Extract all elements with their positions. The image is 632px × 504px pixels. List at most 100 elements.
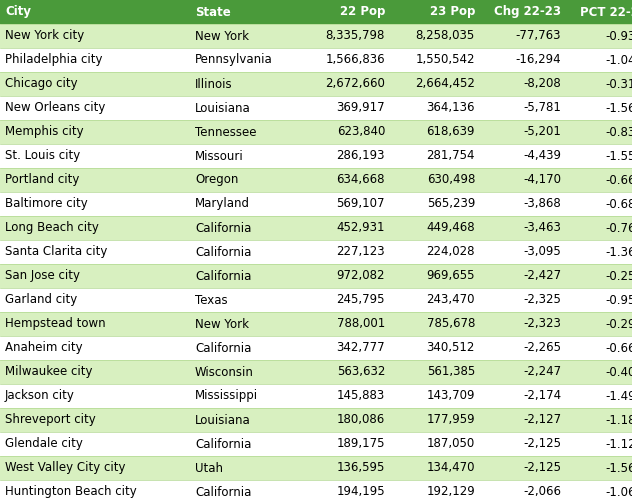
Text: Pennsylvania: Pennsylvania <box>195 53 273 67</box>
Text: -2,325: -2,325 <box>523 293 561 306</box>
Text: New York city: New York city <box>5 30 84 42</box>
Text: 565,239: 565,239 <box>427 198 475 211</box>
Text: 8,258,035: 8,258,035 <box>416 30 475 42</box>
Text: -2,066: -2,066 <box>523 485 561 498</box>
Text: California: California <box>195 270 252 283</box>
Text: 8,335,798: 8,335,798 <box>325 30 385 42</box>
Text: Chicago city: Chicago city <box>5 78 78 91</box>
Text: -2,127: -2,127 <box>523 413 561 426</box>
Bar <box>0 312 632 336</box>
Text: California: California <box>195 342 252 354</box>
Text: 22 Pop: 22 Pop <box>339 6 385 19</box>
Text: -2,125: -2,125 <box>523 462 561 474</box>
Text: Portland city: Portland city <box>5 173 80 186</box>
Text: Missouri: Missouri <box>195 150 244 162</box>
Text: -2,427: -2,427 <box>523 270 561 283</box>
Text: -0.40%: -0.40% <box>605 365 632 379</box>
Text: -0.66%: -0.66% <box>605 173 632 186</box>
Text: 143,709: 143,709 <box>427 390 475 403</box>
Text: Mississippi: Mississippi <box>195 390 258 403</box>
Text: 563,632: 563,632 <box>337 365 385 379</box>
Text: Philadelphia city: Philadelphia city <box>5 53 102 67</box>
Text: 969,655: 969,655 <box>427 270 475 283</box>
Text: -1.04%: -1.04% <box>605 53 632 67</box>
Text: Louisiana: Louisiana <box>195 101 251 114</box>
Text: 177,959: 177,959 <box>427 413 475 426</box>
Text: -1.12%: -1.12% <box>605 437 632 451</box>
Text: -1.06%: -1.06% <box>605 485 632 498</box>
Text: 192,129: 192,129 <box>426 485 475 498</box>
Text: 449,468: 449,468 <box>427 221 475 234</box>
Text: 561,385: 561,385 <box>427 365 475 379</box>
Text: 145,883: 145,883 <box>337 390 385 403</box>
Text: 1,566,836: 1,566,836 <box>325 53 385 67</box>
Text: 281,754: 281,754 <box>427 150 475 162</box>
Text: 788,001: 788,001 <box>337 318 385 331</box>
Text: -0.83%: -0.83% <box>605 125 632 139</box>
Text: 364,136: 364,136 <box>427 101 475 114</box>
Text: -1.56%: -1.56% <box>605 462 632 474</box>
Text: Texas: Texas <box>195 293 228 306</box>
Text: -4,170: -4,170 <box>523 173 561 186</box>
Text: San Jose city: San Jose city <box>5 270 80 283</box>
Text: -0.95%: -0.95% <box>605 293 632 306</box>
Text: -5,781: -5,781 <box>523 101 561 114</box>
Text: Tennessee: Tennessee <box>195 125 257 139</box>
Bar <box>0 480 632 504</box>
Text: -2,174: -2,174 <box>523 390 561 403</box>
Bar <box>0 360 632 384</box>
Text: -1.56%: -1.56% <box>605 101 632 114</box>
Text: California: California <box>195 437 252 451</box>
Text: -1.55%: -1.55% <box>605 150 632 162</box>
Text: Baltimore city: Baltimore city <box>5 198 88 211</box>
Text: -2,323: -2,323 <box>523 318 561 331</box>
Bar <box>0 384 632 408</box>
Text: -0.76%: -0.76% <box>605 221 632 234</box>
Text: 243,470: 243,470 <box>427 293 475 306</box>
Text: -3,463: -3,463 <box>523 221 561 234</box>
Text: West Valley City city: West Valley City city <box>5 462 126 474</box>
Text: 630,498: 630,498 <box>427 173 475 186</box>
Text: 227,123: 227,123 <box>336 245 385 259</box>
Text: 340,512: 340,512 <box>427 342 475 354</box>
Bar <box>0 192 632 216</box>
Text: Garland city: Garland city <box>5 293 77 306</box>
Text: -77,763: -77,763 <box>516 30 561 42</box>
Text: 634,668: 634,668 <box>336 173 385 186</box>
Text: 245,795: 245,795 <box>336 293 385 306</box>
Text: 369,917: 369,917 <box>336 101 385 114</box>
Text: -1.49%: -1.49% <box>605 390 632 403</box>
Text: -1.18%: -1.18% <box>605 413 632 426</box>
Text: California: California <box>195 485 252 498</box>
Text: -2,265: -2,265 <box>523 342 561 354</box>
Text: California: California <box>195 221 252 234</box>
Text: Louisiana: Louisiana <box>195 413 251 426</box>
Text: 286,193: 286,193 <box>336 150 385 162</box>
Text: Long Beach city: Long Beach city <box>5 221 99 234</box>
Bar <box>0 408 632 432</box>
Bar <box>0 0 632 24</box>
Bar <box>0 288 632 312</box>
Text: Huntington Beach city: Huntington Beach city <box>5 485 137 498</box>
Text: 189,175: 189,175 <box>336 437 385 451</box>
Text: State: State <box>195 6 231 19</box>
Text: -1.36%: -1.36% <box>605 245 632 259</box>
Text: City: City <box>5 6 31 19</box>
Text: -5,201: -5,201 <box>523 125 561 139</box>
Text: Shreveport city: Shreveport city <box>5 413 96 426</box>
Text: -3,095: -3,095 <box>523 245 561 259</box>
Bar <box>0 456 632 480</box>
Text: Anaheim city: Anaheim city <box>5 342 83 354</box>
Bar <box>0 72 632 96</box>
Text: Jackson city: Jackson city <box>5 390 75 403</box>
Text: Hempstead town: Hempstead town <box>5 318 106 331</box>
Text: 134,470: 134,470 <box>427 462 475 474</box>
Bar <box>0 264 632 288</box>
Text: 194,195: 194,195 <box>336 485 385 498</box>
Text: Oregon: Oregon <box>195 173 238 186</box>
Text: -0.31%: -0.31% <box>605 78 632 91</box>
Text: New York: New York <box>195 318 249 331</box>
Text: 1,550,542: 1,550,542 <box>415 53 475 67</box>
Text: 785,678: 785,678 <box>427 318 475 331</box>
Text: -0.66%: -0.66% <box>605 342 632 354</box>
